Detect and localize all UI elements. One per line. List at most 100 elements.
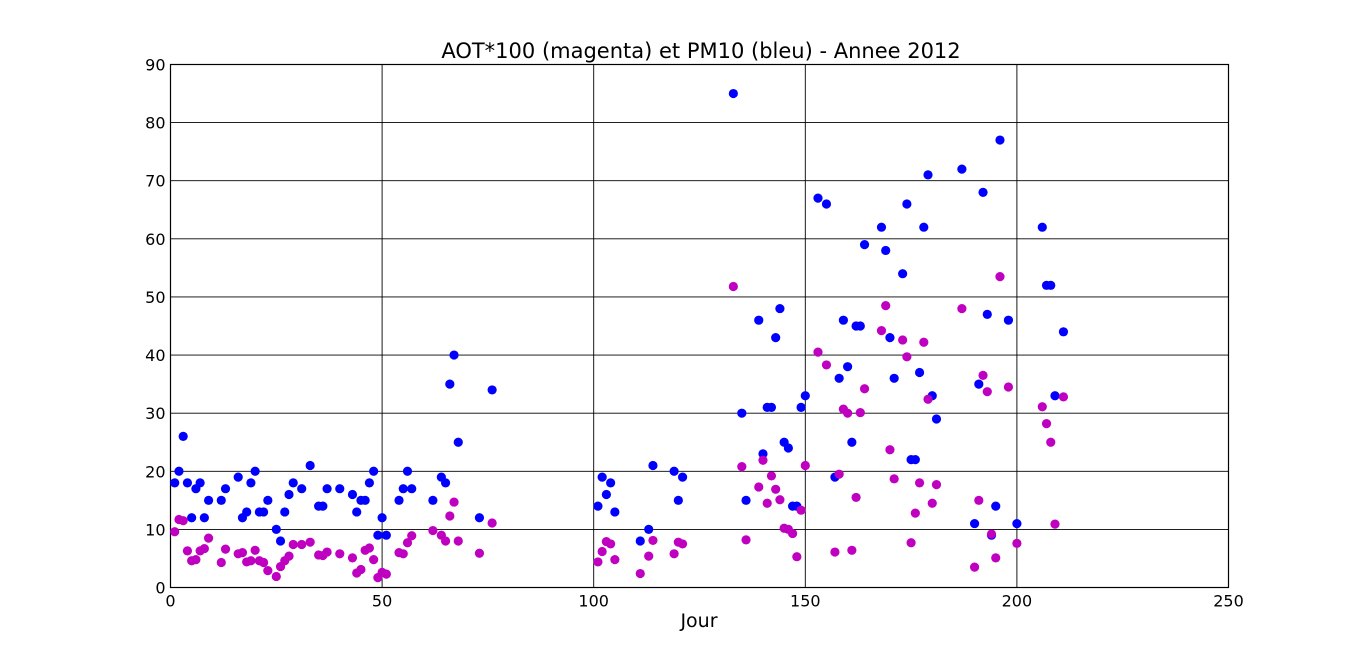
- data-point: [284, 489, 294, 500]
- data-point: [182, 478, 193, 488]
- data-point: [593, 501, 603, 511]
- data-point: [792, 552, 802, 562]
- data-point: [673, 495, 683, 505]
- data-point: [453, 437, 463, 447]
- data-point: [263, 566, 273, 576]
- data-point: [242, 507, 252, 517]
- data-point: [297, 484, 307, 494]
- data-point: [220, 544, 231, 554]
- data-point: [445, 379, 455, 389]
- data-point: [843, 408, 853, 418]
- data-point: [813, 193, 823, 203]
- data-point: [352, 507, 362, 517]
- data-point: [174, 466, 184, 476]
- data-point: [318, 501, 328, 511]
- data-point: [428, 495, 438, 505]
- data-point: [982, 387, 992, 397]
- data-point: [982, 309, 992, 319]
- data-point: [597, 546, 607, 557]
- data-point: [821, 360, 832, 370]
- data-point: [170, 478, 180, 488]
- data-point: [859, 240, 870, 250]
- data-point: [322, 484, 332, 494]
- data-point: [754, 482, 764, 492]
- x-tick-label: 150: [790, 592, 821, 611]
- data-point: [280, 507, 290, 517]
- data-point: [876, 222, 887, 232]
- data-point: [635, 568, 645, 579]
- data-point: [876, 326, 887, 336]
- data-point: [881, 301, 891, 311]
- data-point: [898, 269, 908, 279]
- data-point: [1058, 392, 1069, 402]
- data-point: [203, 533, 214, 543]
- data-point: [407, 531, 417, 541]
- data-point: [601, 489, 611, 500]
- data-point: [889, 474, 899, 484]
- data-point: [474, 548, 485, 558]
- data-point: [741, 495, 751, 505]
- data-point: [902, 352, 912, 362]
- data-point: [910, 508, 920, 518]
- data-point: [737, 462, 747, 472]
- data-point: [889, 373, 899, 383]
- data-point: [931, 414, 942, 424]
- data-point: [453, 536, 463, 546]
- x-tick-label: 200: [1002, 592, 1033, 611]
- data-point: [669, 549, 679, 559]
- data-point: [335, 484, 345, 494]
- data-point: [398, 549, 408, 559]
- data-point: [995, 272, 1005, 282]
- data-point: [407, 484, 417, 494]
- data-point: [288, 539, 298, 550]
- data-point: [377, 513, 387, 523]
- data-point: [728, 88, 738, 99]
- data-point: [762, 498, 772, 508]
- data-point: [216, 495, 226, 505]
- data-point: [356, 564, 366, 575]
- data-point: [957, 164, 967, 174]
- data-point: [259, 557, 269, 568]
- x-tick-label: 100: [578, 592, 609, 611]
- data-point: [796, 505, 806, 515]
- y-tick-label: 30: [145, 404, 165, 423]
- data-point: [275, 536, 286, 546]
- data-point: [898, 335, 908, 345]
- data-point: [788, 528, 798, 539]
- data-point: [923, 170, 933, 180]
- data-point: [885, 445, 895, 455]
- data-point: [978, 187, 988, 197]
- data-point: [771, 333, 781, 343]
- data-point: [1003, 382, 1014, 392]
- data-point: [728, 281, 738, 292]
- data-point: [178, 516, 188, 526]
- data-point: [593, 557, 603, 567]
- data-point: [271, 524, 281, 534]
- y-tick-label: 10: [145, 520, 165, 539]
- data-point: [373, 530, 383, 540]
- data-point: [859, 384, 870, 394]
- data-point: [322, 547, 332, 557]
- data-point: [847, 545, 857, 555]
- data-point: [969, 518, 980, 529]
- chart-title: AOT*100 (magenta) et PM10 (bleu) - Annee…: [441, 39, 960, 63]
- y-tick-label: 60: [145, 230, 165, 249]
- data-point: [914, 478, 925, 488]
- data-point: [237, 548, 248, 558]
- data-point: [838, 315, 848, 325]
- data-point: [606, 478, 616, 488]
- data-point: [800, 460, 810, 471]
- data-point: [800, 391, 810, 401]
- data-point: [1050, 391, 1060, 401]
- data-point: [606, 539, 616, 549]
- series-0: [170, 88, 1069, 546]
- data-point: [677, 539, 688, 549]
- data-point: [216, 557, 226, 568]
- data-point: [440, 536, 451, 546]
- y-tick-label: 90: [145, 56, 165, 75]
- data-point: [635, 536, 645, 546]
- data-point: [648, 460, 658, 471]
- data-point: [347, 553, 358, 563]
- data-point: [199, 513, 209, 523]
- data-point: [233, 472, 243, 482]
